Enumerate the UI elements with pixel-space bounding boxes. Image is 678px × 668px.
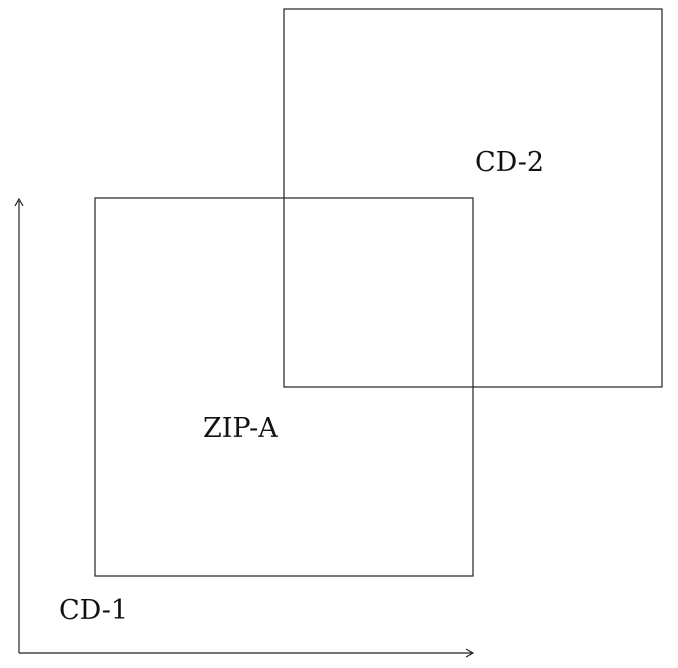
label-cd-2: CD-2 [475,147,544,178]
label-cd-1: CD-1 [59,595,128,626]
label-zip-a: ZIP-A [203,413,278,444]
horizontal-axis-arrowhead [465,648,475,658]
box-cd-2 [283,8,663,388]
vertical-axis-arrowhead [14,197,24,207]
axes [14,197,475,658]
